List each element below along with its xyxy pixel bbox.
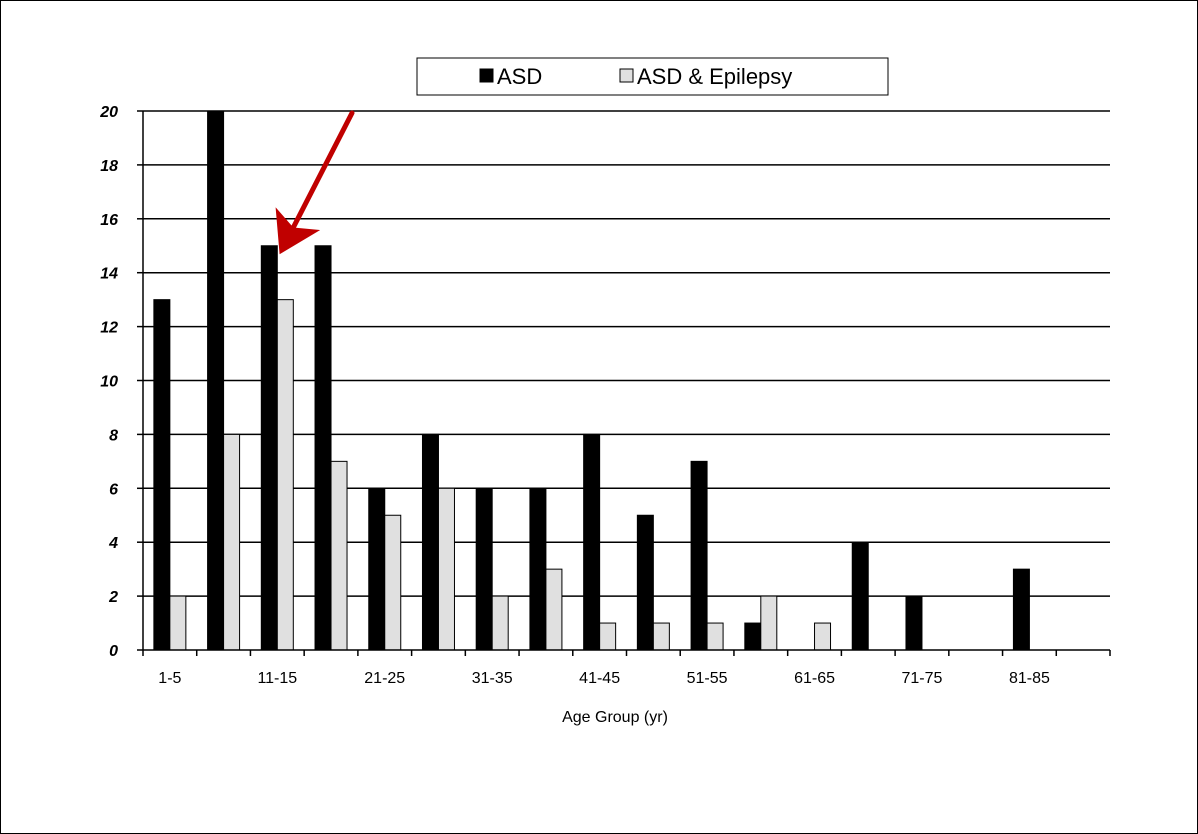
bar-asd-epilepsy: [330, 460, 348, 651]
bar-asd: [529, 487, 547, 651]
bar-asd: [207, 110, 225, 651]
legend: ASD ASD & Epilepsy: [416, 57, 889, 96]
x-axis-label: Age Group (yr): [562, 709, 668, 726]
bar-asd: [690, 460, 708, 651]
bars-group: [153, 110, 1030, 651]
bar-asd-epilepsy: [223, 433, 241, 651]
bar-asd-epilepsy: [760, 595, 778, 651]
legend-label-asd-epilepsy: ASD & Epilepsy: [637, 64, 792, 89]
x-tick-label: 51-55: [687, 670, 728, 687]
gridlines: [143, 110, 1110, 597]
y-tick-label: 20: [99, 104, 118, 121]
bar-asd-epilepsy: [169, 595, 187, 651]
bar-asd: [851, 541, 869, 651]
x-tick-label: 31-35: [472, 670, 513, 687]
y-tick-label: 16: [100, 212, 118, 229]
axes: [137, 110, 1111, 656]
y-tick-label: 14: [100, 266, 118, 283]
bar-asd: [153, 299, 171, 651]
y-tick-label: 2: [108, 589, 118, 606]
legend-swatch-asd: [479, 68, 494, 83]
bar-asd: [421, 433, 439, 651]
y-tick-label: 8: [109, 427, 118, 444]
bar-asd: [314, 245, 332, 651]
red-arrow-annotation: [275, 110, 355, 255]
x-tick-label: 71-75: [902, 670, 943, 687]
x-tick-label: 41-45: [579, 670, 620, 687]
y-tick-label: 6: [109, 481, 118, 498]
bar-asd: [368, 487, 386, 651]
x-tick-label: 81-85: [1009, 670, 1050, 687]
bar-asd: [905, 595, 923, 651]
bar-asd-epilepsy: [814, 622, 832, 651]
bar-asd: [475, 487, 493, 651]
bar-asd-epilepsy: [437, 487, 455, 651]
x-tick-label: 11-15: [257, 670, 297, 687]
bar-asd: [583, 433, 601, 651]
y-tick-labels: 0 2 4 6 8 10 12 14 16 18 20: [99, 104, 118, 660]
bar-asd-epilepsy: [276, 299, 294, 651]
x-tick-label: 1-5: [158, 670, 181, 687]
y-tick-label: 0: [109, 643, 118, 660]
bar-asd: [636, 514, 654, 651]
bar-asd: [260, 245, 278, 651]
x-tick-label: 21-25: [364, 670, 405, 687]
bar-asd-epilepsy: [706, 622, 724, 651]
legend-swatch-asd-epilepsy: [619, 68, 634, 83]
y-tick-label: 18: [100, 158, 118, 175]
bar-asd-epilepsy: [599, 622, 617, 651]
legend-label-asd: ASD: [497, 64, 542, 89]
bar-asd-epilepsy: [652, 622, 670, 651]
legend-box: [416, 57, 889, 96]
bar-asd: [744, 622, 762, 651]
x-tick-labels: 1-5 11-15 21-25 31-35 41-45 51-55 61-65 71-75 81…: [158, 670, 1050, 687]
bar-asd-epilepsy: [545, 568, 563, 651]
y-tick-label: 10: [100, 374, 118, 391]
bar-asd-epilepsy: [384, 514, 402, 651]
x-tick-label: 61-65: [794, 670, 835, 687]
y-tick-label: 12: [100, 320, 118, 337]
bar-asd: [1012, 568, 1030, 651]
bar-asd-epilepsy: [491, 595, 509, 651]
y-tick-label: 4: [108, 535, 118, 552]
